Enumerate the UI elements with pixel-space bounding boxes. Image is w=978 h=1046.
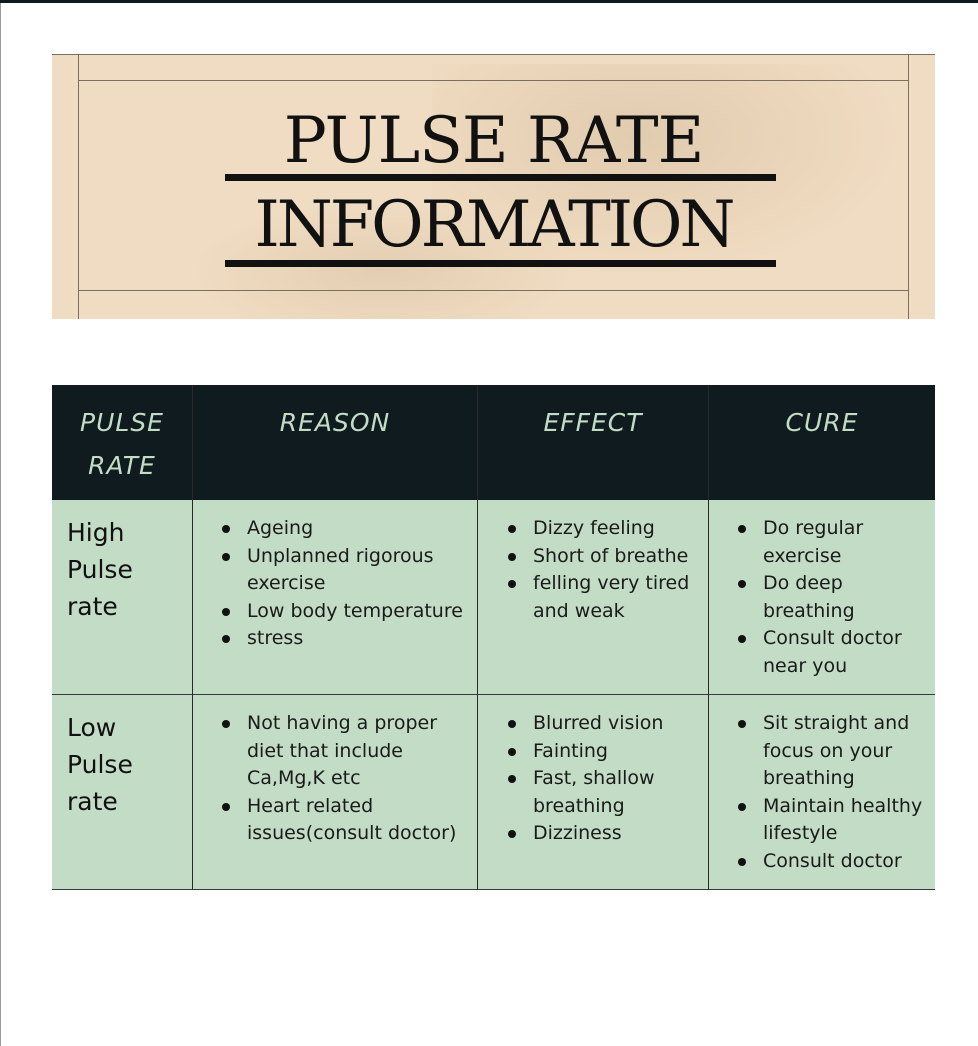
title-underline-2: [225, 260, 776, 267]
banner-frame-left: [78, 54, 79, 319]
row-divider: [52, 694, 935, 695]
list-item: Dizziness: [505, 820, 705, 848]
header-cure: CURE: [709, 401, 935, 444]
page-title-line2: INFORMATION: [52, 190, 935, 260]
left-border: [0, 3, 1, 1046]
row-label-high-pulse-rate: High Pulse rate: [67, 514, 133, 625]
row-label-line: High: [67, 514, 133, 551]
low-reason-list: Not having a proper diet that include Ca…: [219, 710, 469, 848]
page-title-line1: PULSE RATE: [52, 106, 935, 176]
top-border: [0, 0, 978, 3]
column-divider: [477, 385, 478, 890]
list-item: Sit straight and focus on your breathing: [735, 710, 930, 793]
low-cure-list: Sit straight and focus on your breathing…: [735, 710, 930, 875]
title-underline-1: [225, 174, 776, 181]
row-label-line: Low: [67, 709, 133, 746]
list-item: Dizzy feeling: [505, 515, 705, 543]
high-cure-list: Do regular exercise Do deep breathing Co…: [735, 515, 920, 680]
list-item: Low body temperature: [219, 598, 469, 626]
header-pulse-rate-line2: RATE: [52, 444, 192, 487]
row-label-line: Pulse: [67, 551, 133, 588]
row-label-line: rate: [67, 783, 133, 820]
banner-frame-right: [908, 54, 909, 319]
header-pulse-rate: PULSE RATE: [52, 401, 192, 487]
row-label-line: rate: [67, 588, 133, 625]
row-label-low-pulse-rate: Low Pulse rate: [67, 709, 133, 820]
list-item: Short of breathe: [505, 543, 705, 571]
high-effect-list: Dizzy feeling Short of breathe felling v…: [505, 515, 705, 625]
list-item: Unplanned rigorous exercise: [219, 543, 469, 598]
banner-frame-top: [52, 54, 935, 55]
column-divider: [708, 385, 709, 890]
title-banner: PULSE RATE INFORMATION: [52, 54, 935, 319]
list-item: Fainting: [505, 738, 705, 766]
list-item: Do deep breathing: [735, 570, 920, 625]
banner-frame-inner-top: [78, 80, 909, 81]
list-item: Consult doctor: [735, 848, 930, 876]
list-item: felling very tired and weak: [505, 570, 705, 625]
banner-frame-inner-bottom: [78, 290, 909, 291]
list-item: Do regular exercise: [735, 515, 920, 570]
low-effect-list: Blurred vision Fainting Fast, shallow br…: [505, 710, 705, 848]
list-item: Not having a proper diet that include Ca…: [219, 710, 469, 793]
header-effect: EFFECT: [478, 401, 708, 444]
row-divider: [52, 889, 935, 890]
list-item: Maintain healthy lifestyle: [735, 793, 930, 848]
list-item: Consult doctor near you: [735, 625, 920, 680]
column-divider: [192, 385, 193, 890]
row-label-line: Pulse: [67, 746, 133, 783]
high-reason-list: Ageing Unplanned rigorous exercise Low b…: [219, 515, 469, 653]
list-item: stress: [219, 625, 469, 653]
list-item: Ageing: [219, 515, 469, 543]
header-pulse-rate-line1: PULSE: [52, 401, 192, 444]
list-item: Fast, shallow breathing: [505, 765, 705, 820]
list-item: Heart related issues(consult doctor): [219, 793, 469, 848]
pulse-rate-table: PULSE RATE REASON EFFECT CURE High Pulse…: [52, 385, 935, 890]
header-reason: REASON: [193, 401, 477, 444]
list-item: Blurred vision: [505, 710, 705, 738]
